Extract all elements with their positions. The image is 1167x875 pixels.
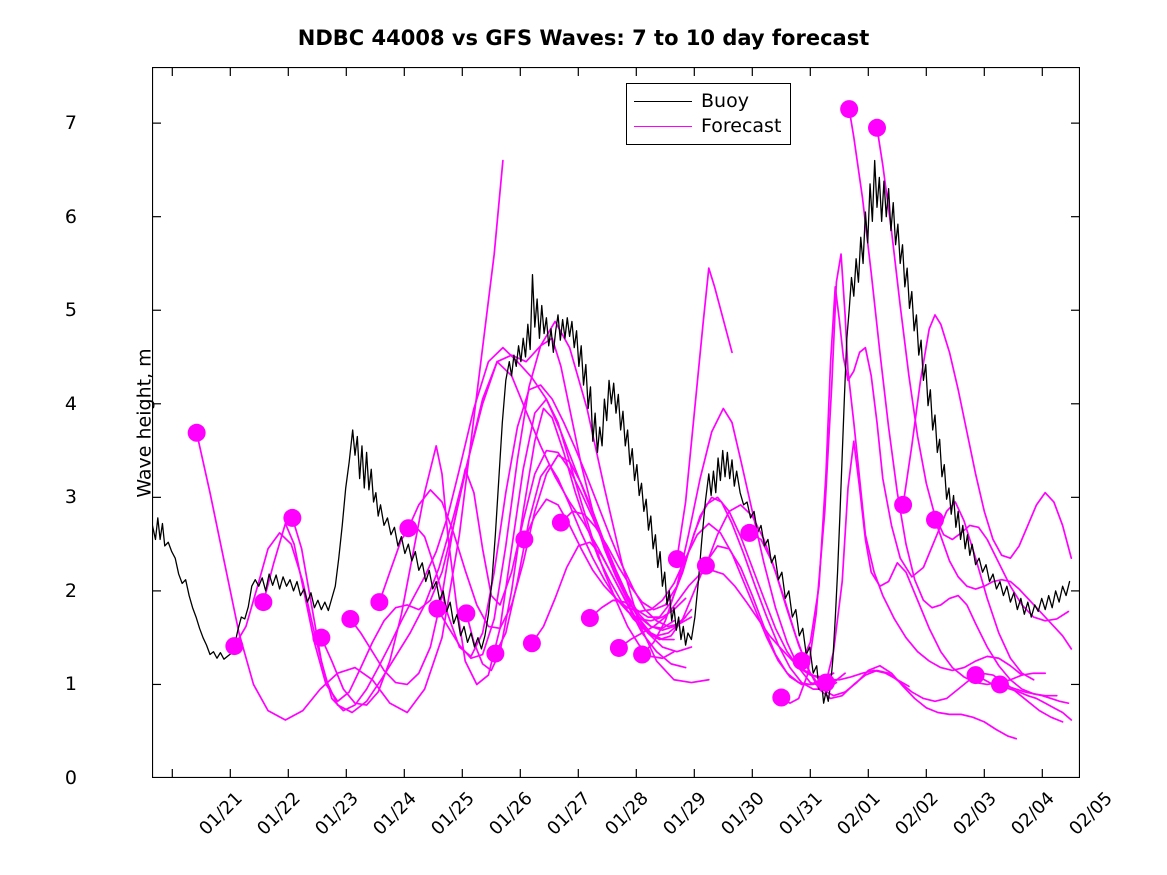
forecast-line-1 <box>195 159 504 721</box>
forecast-line-13 <box>531 541 835 686</box>
forecast-start-marker-4 <box>312 628 331 647</box>
forecast-start-marker-24 <box>868 118 886 137</box>
forecast-line-18 <box>676 267 733 560</box>
x-tick-label-10: 01/31 <box>775 788 828 840</box>
forecast-start-marker-13 <box>551 513 570 532</box>
forecast-start-marker-8 <box>428 599 447 618</box>
chart-title: NDBC 44008 vs GFS Waves: 7 to 10 day for… <box>297 26 870 50</box>
forecast-start-marker-7 <box>399 519 418 538</box>
forecast-start-marker-26 <box>926 510 944 529</box>
x-tick-label-4: 01/25 <box>427 788 480 840</box>
forecast-start-marker-11 <box>515 530 534 549</box>
forecast-start-marker-10 <box>486 644 505 663</box>
chart-legend: Buoy Forecast <box>626 83 792 145</box>
x-tick-label-3: 01/24 <box>369 788 422 840</box>
forecast-line-8 <box>407 454 687 632</box>
forecast-start-marker-18 <box>696 556 715 575</box>
y-tick-label-3: 3 <box>64 486 77 509</box>
forecast-line-23 <box>825 440 1047 686</box>
forecast-start-marker-28 <box>990 675 1009 694</box>
plot-canvas <box>152 67 1080 778</box>
forecast-line-20 <box>748 532 1064 723</box>
forecast-start-marker-20 <box>772 688 791 707</box>
legend-item-forecast: Forecast <box>634 114 781 139</box>
x-tick-label-0: 01/21 <box>195 788 248 840</box>
forecast-start-marker-5 <box>341 609 360 628</box>
y-tick-label-0: 0 <box>64 767 77 789</box>
y-tick-label-1: 1 <box>64 673 77 696</box>
plot-area: Wave height, m <box>134 67 1080 778</box>
forecast-start-marker-1 <box>225 637 244 656</box>
legend-swatch-buoy <box>634 101 692 102</box>
forecast-line-26 <box>902 314 1073 559</box>
forecast-start-marker-14 <box>580 609 599 628</box>
forecast-start-marker-3 <box>283 508 302 527</box>
forecast-start-marker-27 <box>966 666 985 685</box>
x-tick-label-5: 01/26 <box>485 788 538 840</box>
forecast-start-marker-16 <box>633 645 652 664</box>
series-group <box>152 100 1073 740</box>
plot-frame <box>152 67 1080 778</box>
x-tick-label-8: 01/29 <box>659 788 712 840</box>
legend-swatch-forecast <box>634 126 692 127</box>
forecast-start-marker-6 <box>370 593 389 612</box>
x-tick-label-14: 02/04 <box>1007 788 1060 840</box>
legend-label-forecast: Forecast <box>701 115 782 137</box>
forecast-start-marker-19 <box>740 523 759 542</box>
x-tick-label-6: 01/27 <box>543 788 596 840</box>
forecast-start-marker-12 <box>522 634 541 653</box>
forecast-start-marker-0 <box>187 423 206 442</box>
forecast-line-27 <box>934 518 1073 650</box>
x-tick-label-12: 02/02 <box>891 788 944 840</box>
forecast-start-marker-15 <box>609 638 628 657</box>
y-tick-label-5: 5 <box>64 299 77 322</box>
x-tick-label-1: 01/22 <box>253 788 306 840</box>
forecast-start-marker-2 <box>254 593 273 612</box>
buoy-line <box>152 159 1071 704</box>
forecast-line-14 <box>560 496 838 690</box>
y-tick-label-7: 7 <box>64 112 77 135</box>
y-tick-label-2: 2 <box>64 579 77 602</box>
x-tick-label-2: 01/23 <box>311 788 364 840</box>
legend-item-buoy: Buoy <box>634 89 781 114</box>
forecast-line-22 <box>800 286 1035 681</box>
forecast-start-marker-23 <box>840 100 859 119</box>
x-tick-label-9: 01/30 <box>717 788 770 840</box>
x-tick-label-7: 01/28 <box>601 788 654 840</box>
x-tick-label-13: 02/03 <box>949 788 1002 840</box>
forecast-start-marker-25 <box>894 495 913 514</box>
x-tick-label-15: 02/05 <box>1065 788 1118 840</box>
y-tick-label-6: 6 <box>64 205 77 228</box>
forecast-line-17 <box>641 407 846 688</box>
forecast-start-marker-9 <box>457 604 476 623</box>
forecast-start-marker-22 <box>816 673 835 692</box>
forecast-start-marker-21 <box>792 652 811 671</box>
forecast-line-24 <box>848 108 1058 697</box>
legend-label-buoy: Buoy <box>701 90 749 112</box>
forecast-line-2 <box>233 320 710 714</box>
forecast-start-marker-17 <box>667 550 686 569</box>
x-tick-label-11: 02/01 <box>833 788 886 840</box>
forecast-line-6 <box>349 449 675 686</box>
forecast-line-29 <box>999 683 1070 705</box>
y-tick-label-4: 4 <box>64 392 77 415</box>
